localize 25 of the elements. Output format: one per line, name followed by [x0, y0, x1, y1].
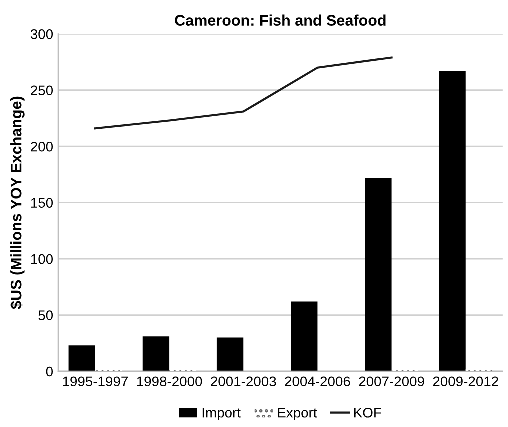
x-tick-label: 1995-1997 [63, 376, 128, 387]
y-axis-title: $US (Millions YOY Exchange) [10, 96, 25, 310]
y-tick-label: 250 [31, 86, 54, 96]
bar [439, 71, 466, 372]
bar [365, 178, 392, 372]
x-tick-label: 1998-2000 [137, 376, 202, 387]
y-tick-label: 100 [31, 254, 54, 264]
x-tick-label: 2009-2012 [433, 376, 498, 387]
line-series [94, 56, 393, 130]
y-tick-label: 0 [46, 366, 54, 377]
y-tick-label: 150 [31, 198, 54, 208]
x-tick-label: 2007-2009 [359, 376, 424, 387]
legend-label: Import [202, 408, 241, 421]
y-tick-label: 200 [31, 142, 54, 152]
bar [216, 338, 244, 372]
bar [68, 346, 96, 372]
chart-title: Cameroon: Fish and Seafood [175, 14, 386, 26]
bar [142, 336, 170, 372]
legend-label: KOF [354, 408, 382, 418]
y-tick-label: 50 [38, 310, 54, 320]
x-tick-label: 2001-2003 [211, 376, 276, 387]
bar [291, 302, 318, 372]
legend-label: Export [278, 408, 318, 421]
y-tick-label: 300 [30, 29, 54, 40]
x-tick-label: 2004-2006 [285, 376, 350, 387]
